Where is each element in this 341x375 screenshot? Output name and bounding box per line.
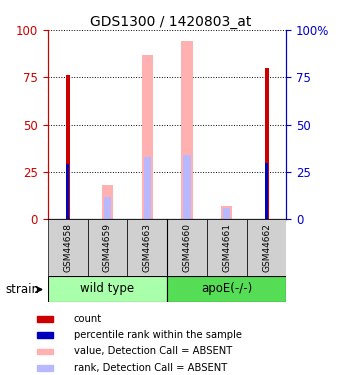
Text: GSM44661: GSM44661 [222, 223, 231, 272]
Bar [66, 165, 69, 219]
Text: count: count [74, 314, 102, 324]
Bar [181, 41, 193, 219]
Bar [37, 316, 54, 322]
Bar [223, 208, 231, 219]
Text: GSM44659: GSM44659 [103, 223, 112, 272]
Text: value, Detection Call = ABSENT: value, Detection Call = ABSENT [74, 346, 232, 357]
Text: percentile rank within the sample: percentile rank within the sample [74, 330, 242, 340]
Bar [65, 75, 70, 219]
Bar [127, 219, 167, 276]
Text: GSM44662: GSM44662 [262, 223, 271, 272]
Bar [265, 163, 268, 219]
Bar [207, 219, 247, 276]
Text: wild type: wild type [80, 282, 134, 295]
Bar [37, 365, 54, 371]
Bar [48, 219, 88, 276]
Bar [265, 68, 268, 219]
Bar [167, 276, 286, 302]
Bar [221, 206, 232, 219]
Text: GSM44658: GSM44658 [63, 223, 72, 272]
Text: rank, Detection Call = ABSENT: rank, Detection Call = ABSENT [74, 363, 227, 373]
Bar [88, 219, 127, 276]
Text: apoE(-/-): apoE(-/-) [201, 282, 252, 295]
Bar [167, 219, 207, 276]
Text: GDS1300 / 1420803_at: GDS1300 / 1420803_at [90, 15, 251, 29]
Bar [104, 196, 111, 219]
Bar [37, 332, 54, 338]
Bar [102, 185, 113, 219]
Bar [142, 55, 153, 219]
Bar [48, 276, 167, 302]
Text: strain: strain [5, 283, 39, 296]
Text: GSM44660: GSM44660 [182, 223, 192, 272]
Bar [183, 155, 191, 219]
Bar [144, 157, 151, 219]
Bar [247, 219, 286, 276]
Text: GSM44663: GSM44663 [143, 223, 152, 272]
Bar [37, 348, 54, 354]
